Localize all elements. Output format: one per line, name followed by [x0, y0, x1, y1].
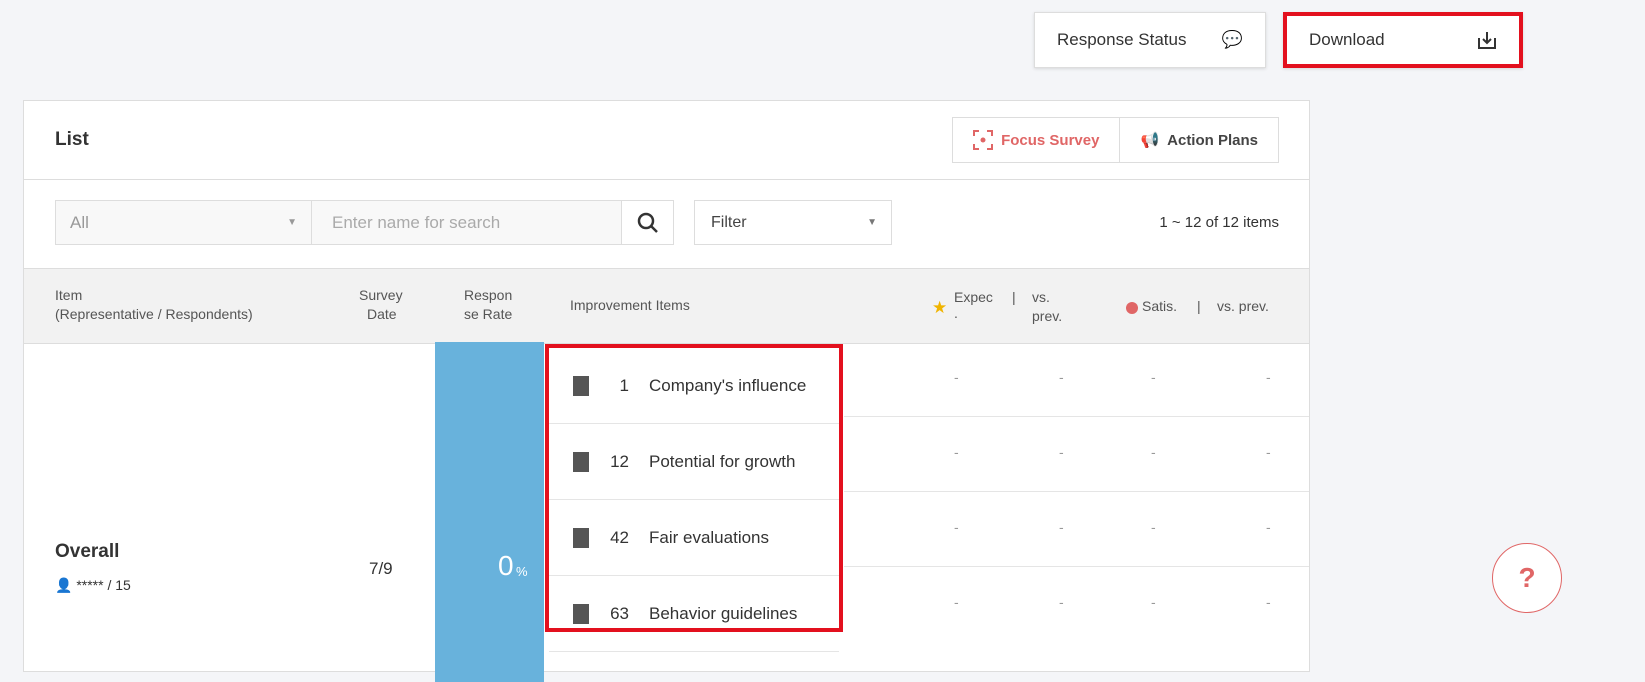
metric-value: - [1059, 519, 1064, 535]
metric-value: - [954, 594, 959, 610]
metric-value: - [1151, 519, 1156, 535]
metric-value: - [1151, 369, 1156, 385]
col-expec: Expec [954, 289, 993, 305]
search-placeholder: Enter name for search [332, 212, 501, 232]
col-survey-date: Survey Date [359, 286, 403, 324]
list-panel: List Focus Survey 📢 Action Plans All ▼ Ent… [23, 100, 1310, 682]
improvement-item[interactable]: 12 Potential for growth [549, 424, 839, 500]
row-date: 7/9 [369, 559, 393, 578]
metric-value: - [954, 444, 959, 460]
star-icon: ★ [932, 298, 948, 317]
col-item-label: Item [55, 287, 83, 303]
category-select[interactable]: All ▼ [55, 200, 312, 245]
user-icon: 👤 [55, 577, 73, 593]
building-icon [573, 527, 589, 548]
select-value: All [70, 212, 89, 232]
improvement-items: 1 Company's influence 12 Potential for grow… [545, 344, 843, 652]
filter-select[interactable]: Filter ▼ [694, 200, 892, 245]
metric-value: - [1266, 594, 1271, 610]
focus-icon [973, 130, 994, 150]
search-input[interactable]: Enter name for search [312, 200, 622, 245]
building-icon [573, 603, 589, 624]
download-label: Download [1309, 30, 1385, 49]
item-number: 63 [610, 603, 629, 623]
focus-survey-label: Focus Survey [1001, 131, 1100, 149]
improvement-item[interactable]: 42 Fair evaluations [549, 500, 839, 576]
col-response-rate: Respon se Rate [464, 286, 512, 324]
col-prev: prev. [1032, 308, 1063, 324]
respondents-value: ***** / 15 [76, 577, 131, 593]
metric-value: - [1266, 519, 1271, 535]
metric-value: - [1059, 444, 1064, 460]
rate-unit: % [516, 564, 528, 579]
col-date: Date [367, 306, 397, 322]
rate-value: 0 [498, 550, 514, 581]
metric-value: - [1151, 444, 1156, 460]
metric-value: - [1266, 369, 1271, 385]
help-button[interactable]: ? [1492, 543, 1562, 613]
row-divider [844, 566, 1309, 567]
building-icon [573, 451, 589, 472]
action-plans-button[interactable]: 📢 Action Plans [1119, 118, 1278, 162]
row-name[interactable]: Overall [55, 541, 120, 562]
item-label: Company's influence [649, 375, 807, 395]
col-respon: Respon [464, 287, 513, 303]
response-rate-bar: 0% [435, 342, 544, 682]
caret-down-icon: ▼ [287, 217, 297, 228]
panel-title: List [55, 129, 89, 150]
col-improvement: Improvement Items [570, 297, 690, 313]
col-expec-dot: . [954, 305, 958, 321]
table-header: Item (Representative / Respondents) Surve… [24, 268, 1309, 344]
col-survey: Survey [359, 287, 403, 303]
response-status-label: Response Status [1057, 30, 1187, 49]
satisfaction-dot-icon [1126, 302, 1138, 314]
row-divider [844, 416, 1309, 417]
col-vs-prev: vs. prev. [1217, 298, 1269, 314]
item-number: 12 [610, 451, 629, 471]
col-item-sub: (Representative / Respondents) [55, 306, 253, 322]
search-button[interactable] [621, 200, 674, 245]
response-status-button[interactable]: Response Status 💬 [1034, 12, 1266, 68]
action-plans-label: Action Plans [1167, 131, 1258, 149]
col-se-rate: se Rate [464, 306, 513, 322]
item-count: 1 ~ 12 of 12 items [1159, 214, 1279, 231]
row-respondents: 👤 ***** / 15 [55, 577, 131, 594]
item-number: 1 [619, 375, 629, 395]
caret-down-icon: ▼ [867, 217, 877, 228]
col-satis: Satis. [1142, 298, 1178, 314]
metric-value: - [1059, 369, 1064, 385]
metric-value: - [954, 369, 959, 385]
building-icon [573, 375, 589, 396]
download-button[interactable]: Download [1283, 12, 1523, 68]
col-sep: | [1012, 289, 1016, 305]
col-item: Item (Representative / Respondents) [55, 286, 253, 324]
metric-value: - [1266, 444, 1271, 460]
chat-icon: 💬 [1221, 30, 1243, 49]
metric-value: - [954, 519, 959, 535]
metric-value: - [1151, 594, 1156, 610]
item-number: 42 [610, 527, 629, 547]
megaphone-icon: 📢 [1140, 132, 1160, 149]
focus-survey-button[interactable]: Focus Survey [953, 118, 1119, 162]
item-label: Behavior guidelines [649, 603, 798, 623]
item-label: Fair evaluations [649, 527, 770, 547]
item-label: Potential for growth [649, 451, 796, 471]
metric-value: - [1059, 594, 1064, 610]
col-sep: | [1197, 298, 1201, 314]
download-icon [1478, 32, 1496, 49]
search-icon [637, 212, 658, 233]
col-vs: vs. [1032, 289, 1050, 305]
improvement-item[interactable]: 1 Company's influence [549, 348, 839, 424]
row-divider [844, 491, 1309, 492]
filter-label: Filter [711, 213, 747, 231]
improvement-item[interactable]: 63 Behavior guidelines [549, 576, 839, 652]
